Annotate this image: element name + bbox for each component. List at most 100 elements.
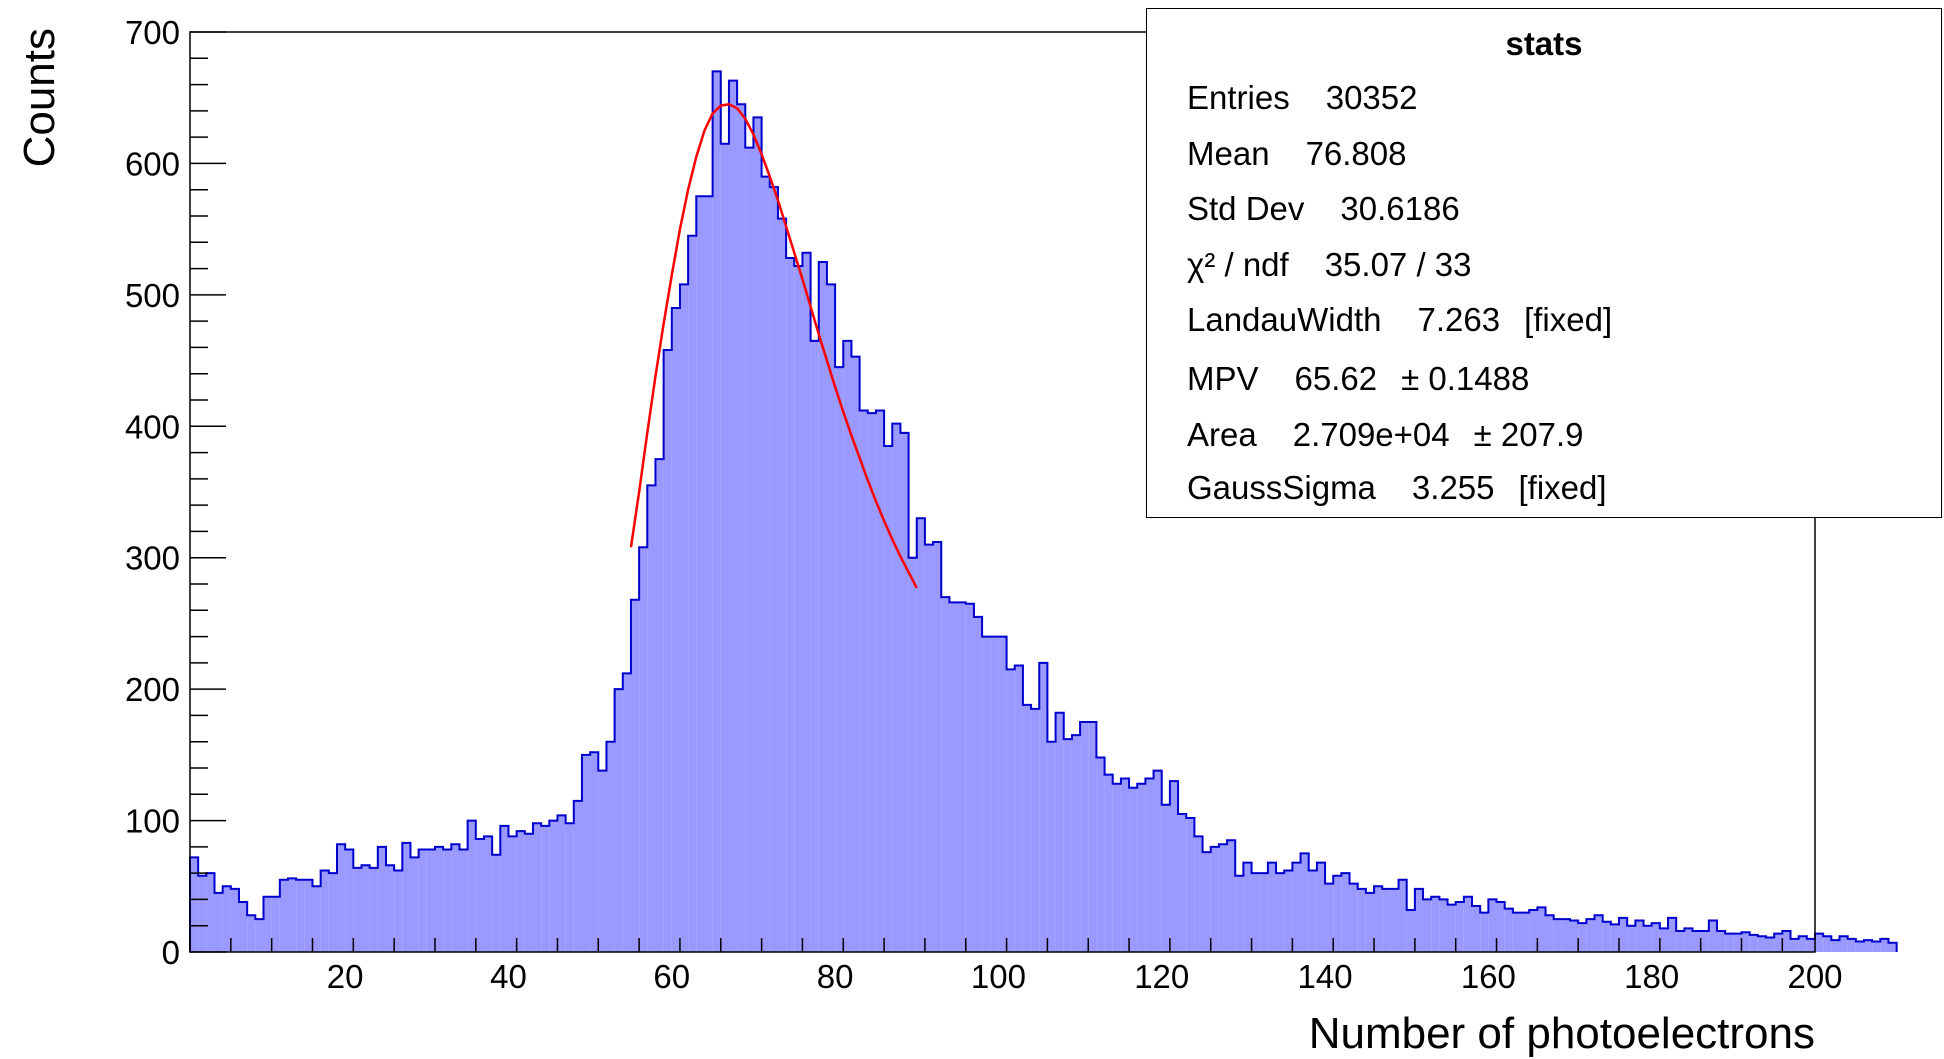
histogram-bin [328, 873, 337, 952]
histogram-bin [794, 265, 803, 952]
stats-title: stats [1505, 25, 1583, 62]
stats-label: MPV [1187, 360, 1259, 397]
histogram-bin [263, 896, 272, 952]
histogram-bin [394, 870, 403, 952]
histogram-bin [1839, 936, 1848, 952]
histogram-bin [1798, 936, 1807, 952]
histogram-bin [1823, 936, 1832, 952]
histogram-bin [1210, 846, 1219, 952]
histogram-bin [1586, 919, 1595, 952]
histogram-bin [451, 844, 460, 952]
histogram-bin [247, 915, 256, 952]
stats-label: GaussSigma [1187, 469, 1376, 506]
histogram-bin [1014, 665, 1023, 952]
histogram-bin [361, 865, 370, 952]
histogram-bin [630, 599, 640, 952]
histogram-bin [720, 143, 729, 952]
histogram-bin [279, 879, 288, 952]
stats-row: LandauWidth 7.263 [fixed] [1187, 301, 1612, 339]
histogram-bin [1357, 888, 1366, 952]
histogram-bin [1414, 888, 1424, 952]
y-axis: 0 100 200 300 400 500 600 700 [125, 14, 226, 971]
histogram-bin [1120, 778, 1130, 952]
stats-row: Entries 30352 [1187, 79, 1417, 117]
histogram-bin [598, 770, 607, 952]
stats-label: Entries [1187, 79, 1290, 116]
histogram-bin [1504, 908, 1513, 952]
stats-row: χ² / ndf 35.07 / 33 [1187, 246, 1472, 284]
histogram-bin [541, 825, 550, 952]
histogram-bin [426, 849, 435, 952]
y-axis-title: Counts [15, 28, 64, 167]
histogram-bin [1308, 870, 1317, 952]
histogram-bin [1300, 853, 1309, 952]
stats-label: Mean [1187, 135, 1270, 172]
histogram-bin [418, 849, 427, 952]
histogram-bin [1031, 708, 1040, 952]
histogram-bin [353, 867, 362, 952]
histogram-bin [1316, 862, 1326, 952]
histogram-bin [1341, 873, 1350, 952]
histogram-bin [957, 602, 966, 952]
histogram-bin [818, 262, 827, 952]
histogram-bin [606, 741, 615, 952]
histogram-bin [843, 340, 852, 952]
histogram-bin [1733, 933, 1742, 952]
histogram-bin [1194, 836, 1203, 952]
histogram-bin [1178, 814, 1187, 952]
histogram-bin [1423, 899, 1432, 952]
histogram-bin [1717, 930, 1726, 952]
histogram-bin [500, 825, 509, 952]
x-tick-label: 200 [1787, 958, 1842, 995]
histogram-bin [443, 849, 452, 952]
histogram-bin [1847, 938, 1856, 952]
histogram-bin [1088, 722, 1097, 952]
histogram-bin [1382, 888, 1391, 952]
histogram-bin [924, 544, 934, 952]
histogram-bin [1096, 757, 1105, 952]
histogram-bin [859, 410, 868, 952]
histogram-bin [377, 846, 386, 952]
histogram-bin [1692, 930, 1701, 952]
histogram-bin [1676, 930, 1685, 952]
histogram-bin [1406, 909, 1415, 952]
histogram-bin [1284, 870, 1293, 952]
plot-area [189, 31, 1898, 953]
stats-value: 2.709e+04 [1292, 416, 1450, 453]
histogram-bin [1227, 840, 1236, 952]
histogram-bin [1153, 770, 1162, 952]
histogram-bin [1627, 925, 1636, 952]
stats-label: LandauWidth [1187, 301, 1382, 338]
histogram-bin [1815, 933, 1824, 952]
histogram-bin [1651, 923, 1660, 952]
histogram-bin [1537, 907, 1546, 952]
histogram-bin [214, 892, 223, 952]
histogram-bin [1218, 844, 1228, 952]
histogram-bin [206, 873, 215, 952]
histogram-bin [1496, 902, 1505, 952]
histogram-bin [1137, 783, 1146, 952]
y-tick-label: 700 [125, 14, 180, 51]
x-axis: 20 40 60 80 100 120 140 160 180 200 [189, 938, 1843, 995]
histogram-bin [875, 410, 885, 952]
histogram-bin [1374, 886, 1383, 952]
histogram-bin [1553, 919, 1562, 952]
histogram-bin [1643, 925, 1652, 952]
x-axis-title: Number of photoelectrons [1309, 1009, 1815, 1058]
histogram-bin [1521, 912, 1530, 952]
x-tick-label: 40 [490, 958, 527, 995]
histogram-bin [434, 846, 444, 952]
histogram-bin [1325, 883, 1334, 952]
histogram-bin [1855, 941, 1864, 952]
histogram-bin [1602, 921, 1611, 952]
stats-label: Std Dev [1187, 190, 1305, 227]
histogram-bin [581, 754, 591, 952]
histogram-bin [1235, 875, 1244, 952]
y-tick-label: 200 [125, 671, 180, 708]
histogram-bin [704, 196, 713, 953]
histogram-bin [639, 547, 648, 952]
histogram-bin [1292, 862, 1301, 952]
histogram-bin [385, 865, 395, 952]
histogram-bin [1398, 879, 1407, 952]
